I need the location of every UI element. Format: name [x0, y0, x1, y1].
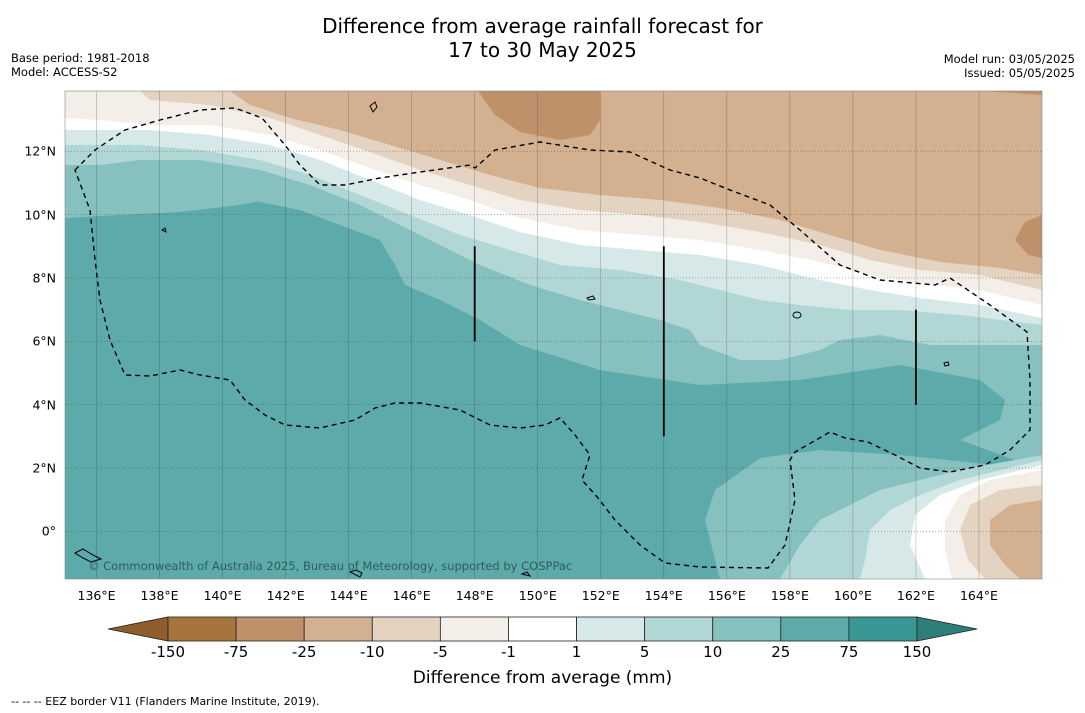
longitude-label: 162°E [896, 588, 935, 603]
band-dry-25c [980, 91, 1042, 95]
boundary-lines [473, 246, 917, 437]
issued-date: Issued: 05/05/2025 [964, 66, 1075, 80]
colorbar-extend-low [107, 616, 169, 642]
meta-left: Base period: 1981-2018 Model: ACCESS-S2 [11, 51, 150, 79]
colorbar-tick-label: 1 [571, 643, 582, 661]
title-line-1: Difference from average rainfall forecas… [322, 14, 763, 38]
colorbar-segment [508, 616, 577, 642]
colorbar-tick-label: 5 [639, 643, 650, 661]
island-c [792, 311, 802, 319]
island-png [73, 548, 103, 563]
colorbar-segment [576, 616, 646, 642]
colorbar-segment [644, 616, 714, 642]
colorbar-tick-label: 75 [839, 643, 859, 661]
longitude-label: 164°E [959, 588, 998, 603]
longitude-label: 144°E [329, 588, 368, 603]
colorbar-tick-label: -25 [291, 643, 317, 661]
colorbar-tick-label: -1 [500, 643, 516, 661]
island-f [520, 571, 532, 577]
map-area [65, 91, 1042, 579]
title-line-2: 17 to 30 May 2025 [448, 38, 637, 62]
meta-right: Model run: 03/05/2025 Issued: 05/05/2025 [944, 52, 1075, 80]
latitude-label: 8°N [32, 270, 56, 286]
graticule [65, 91, 1042, 579]
band-dry-10b [990, 500, 1042, 579]
colorbar-segment [439, 616, 509, 642]
band-dry-25b [1015, 215, 1042, 258]
colorbar-segment [848, 616, 918, 642]
longitude-label: 158°E [770, 588, 809, 603]
latitude-label: 12°N [24, 143, 56, 159]
colorbar-tick-label: -5 [432, 643, 448, 661]
longitude-label: 142°E [266, 588, 305, 603]
copyright-notice: © Commonwealth of Australia 2025, Bureau… [88, 559, 573, 573]
longitude-label: 148°E [455, 588, 494, 603]
colorbar-segment [371, 616, 441, 642]
colorbar-tick-label: 25 [771, 643, 791, 661]
latitude-label: 0° [41, 523, 56, 539]
colorbar-tick-label: 150 [902, 643, 932, 661]
colorbar-extend-high [916, 616, 978, 642]
colorbar-segment [235, 616, 305, 642]
colorbar-tick-label: -10 [360, 643, 385, 661]
colorbar [107, 616, 978, 642]
eez-footnote: -- -- -- EEZ border V11 (Flanders Marine… [11, 695, 320, 708]
band-dry-10 [230, 91, 1042, 275]
longitude-label: 140°E [203, 588, 242, 603]
longitude-label: 146°E [392, 588, 431, 603]
island-d [943, 361, 950, 367]
longitude-label: 152°E [581, 588, 620, 603]
map-title: Difference from average rainfall forecas… [0, 14, 1085, 62]
island-guam [369, 101, 378, 113]
longitude-label: 136°E [77, 588, 116, 603]
latitude-label: 10°N [24, 207, 56, 223]
latitude-label: 6°N [32, 333, 56, 349]
longitude-label: 154°E [644, 588, 683, 603]
longitude-label: 160°E [833, 588, 872, 603]
longitude-label: 138°E [140, 588, 179, 603]
colorbar-title: Difference from average (mm) [412, 668, 673, 688]
islands [73, 101, 950, 578]
colorbar-tick-label: 10 [703, 643, 723, 661]
longitude-label: 150°E [518, 588, 557, 603]
model-name: Model: ACCESS-S2 [11, 65, 118, 79]
band-dry-25 [478, 91, 600, 140]
island-e [348, 569, 363, 578]
longitude-label: 156°E [707, 588, 746, 603]
island-b [586, 295, 596, 301]
colorbar-segment [167, 616, 237, 642]
colorbar-tick-label: -75 [223, 643, 249, 661]
model-run: Model run: 03/05/2025 [943, 52, 1075, 66]
map-frame [64, 90, 1043, 580]
colorbar-segment [303, 616, 373, 642]
colorbar-segment [780, 616, 850, 642]
latitude-label: 4°N [32, 397, 56, 413]
latitude-label: 2°N [32, 460, 56, 476]
base-period: Base period: 1981-2018 [11, 51, 150, 65]
island-a [161, 227, 167, 233]
colorbar-tick-label: -150 [150, 643, 186, 661]
colorbar-segment [712, 616, 782, 642]
